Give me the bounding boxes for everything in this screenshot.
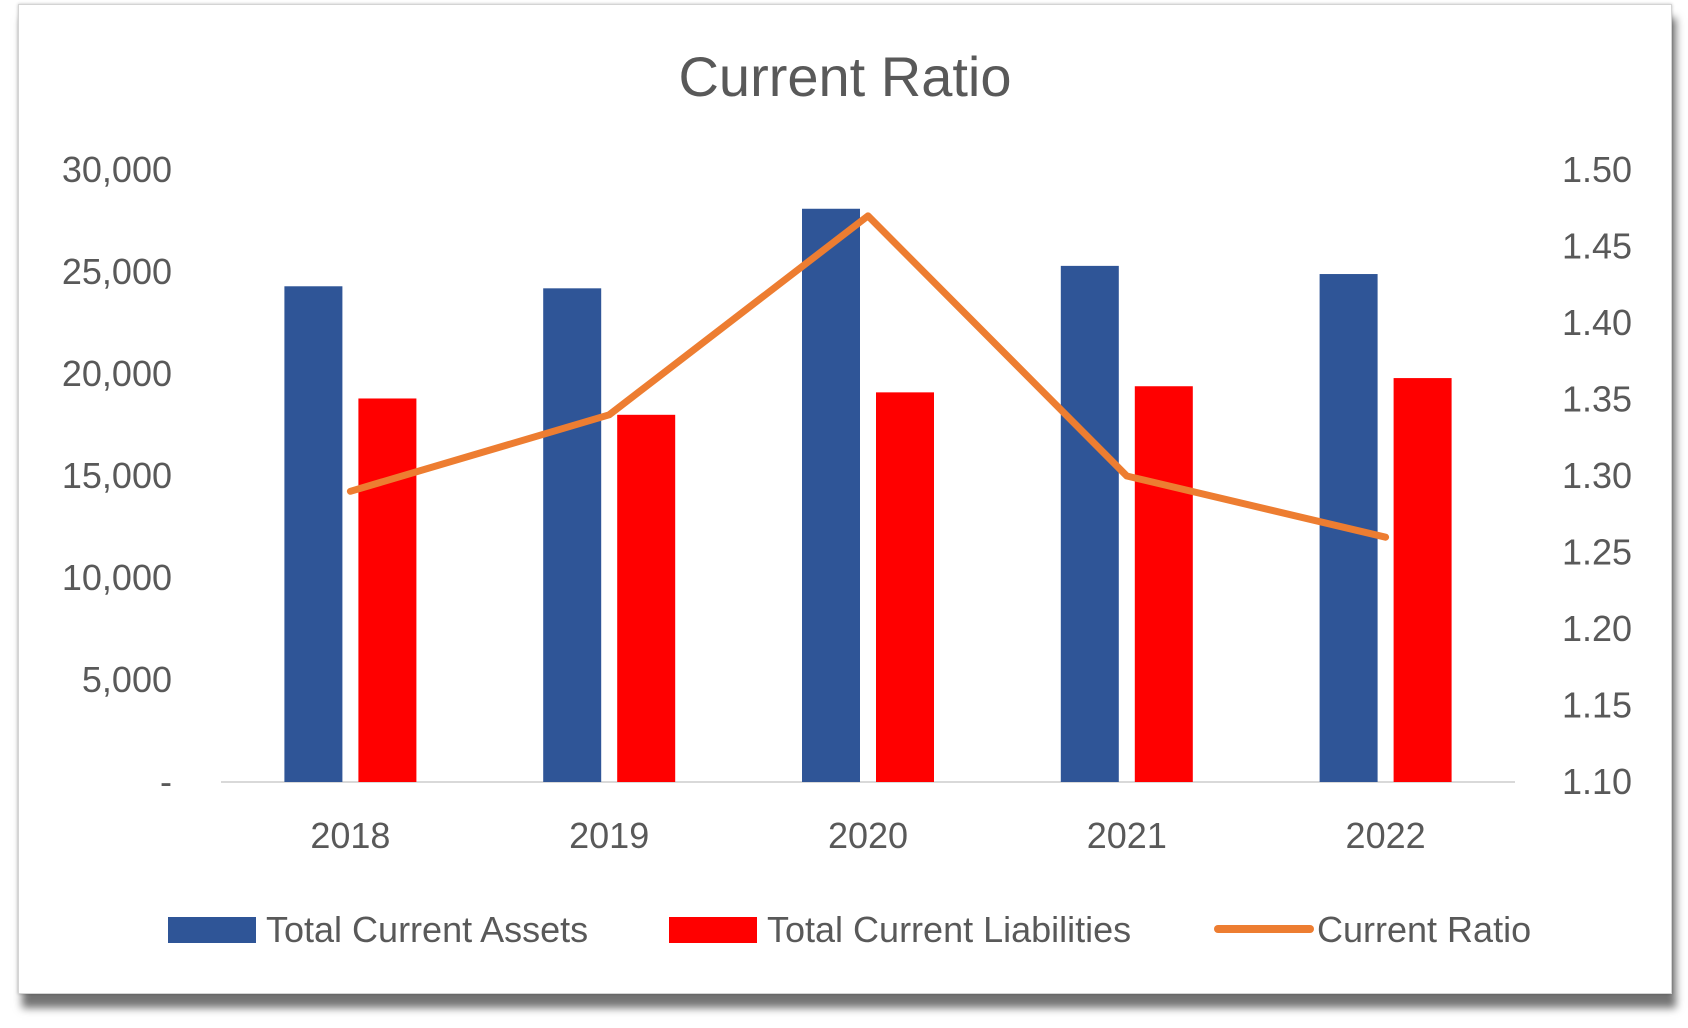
assets-bar	[284, 286, 343, 782]
liabilities-bar	[1393, 378, 1452, 782]
legend-label: Total Current Assets	[266, 909, 588, 950]
right-axis-tick-label: 1.45	[1562, 226, 1632, 267]
legend-swatch	[168, 917, 256, 943]
x-axis-tick-label: 2018	[310, 815, 390, 856]
liabilities-bar	[876, 392, 934, 782]
legend-swatch	[669, 917, 757, 943]
legend-label: Current Ratio	[1317, 909, 1531, 950]
left-axis-tick-label: 15,000	[62, 455, 172, 496]
right-axis-ticks: 1.10 1.15 1.20 1.25 1.30 1.35 1.40 1.45 1.50	[1562, 149, 1632, 802]
liabilities-bar	[358, 398, 417, 782]
right-axis-tick-label: 1.15	[1562, 685, 1632, 726]
assets-bar	[1060, 265, 1119, 782]
line-series-group	[346, 212, 1390, 541]
left-axis-tick-label: -	[160, 761, 172, 802]
x-axis-tick-label: 2021	[1087, 815, 1167, 856]
bars-group	[284, 208, 1452, 782]
legend-label: Total Current Liabilities	[767, 909, 1131, 950]
left-axis-tick-label: 10,000	[62, 557, 172, 598]
assets-bar	[802, 208, 860, 782]
x-axis-tick-label: 2022	[1346, 815, 1426, 856]
assets-bar	[543, 288, 602, 782]
left-axis-ticks: - 5,000 10,000 15,000 20,000 25,000 30,000	[62, 149, 172, 802]
x-axis-tick-label: 2020	[828, 815, 908, 856]
right-axis-tick-label: 1.25	[1562, 532, 1632, 573]
left-axis-tick-label: 30,000	[62, 149, 172, 190]
right-axis-tick-label: 1.40	[1562, 302, 1632, 343]
liabilities-bar	[1134, 386, 1193, 782]
liabilities-bar	[617, 414, 676, 782]
right-axis-tick-label: 1.10	[1562, 761, 1632, 802]
left-axis-tick-label: 20,000	[62, 353, 172, 394]
right-axis-tick-label: 1.35	[1562, 379, 1632, 420]
left-axis-tick-label: 25,000	[62, 251, 172, 292]
right-axis-tick-label: 1.30	[1562, 455, 1632, 496]
left-axis-tick-label: 5,000	[82, 659, 172, 700]
right-axis-tick-label: 1.50	[1562, 149, 1632, 190]
current-ratio-line	[346, 212, 1390, 541]
right-axis-tick-label: 1.20	[1562, 608, 1632, 649]
x-axis-ticks: 2018 2019 2020 2021 2022	[310, 815, 1425, 856]
legend: Total Current Assets Total Current Liabil…	[168, 909, 1531, 950]
chart-title: Current Ratio	[678, 45, 1011, 108]
x-axis-tick-label: 2019	[569, 815, 649, 856]
